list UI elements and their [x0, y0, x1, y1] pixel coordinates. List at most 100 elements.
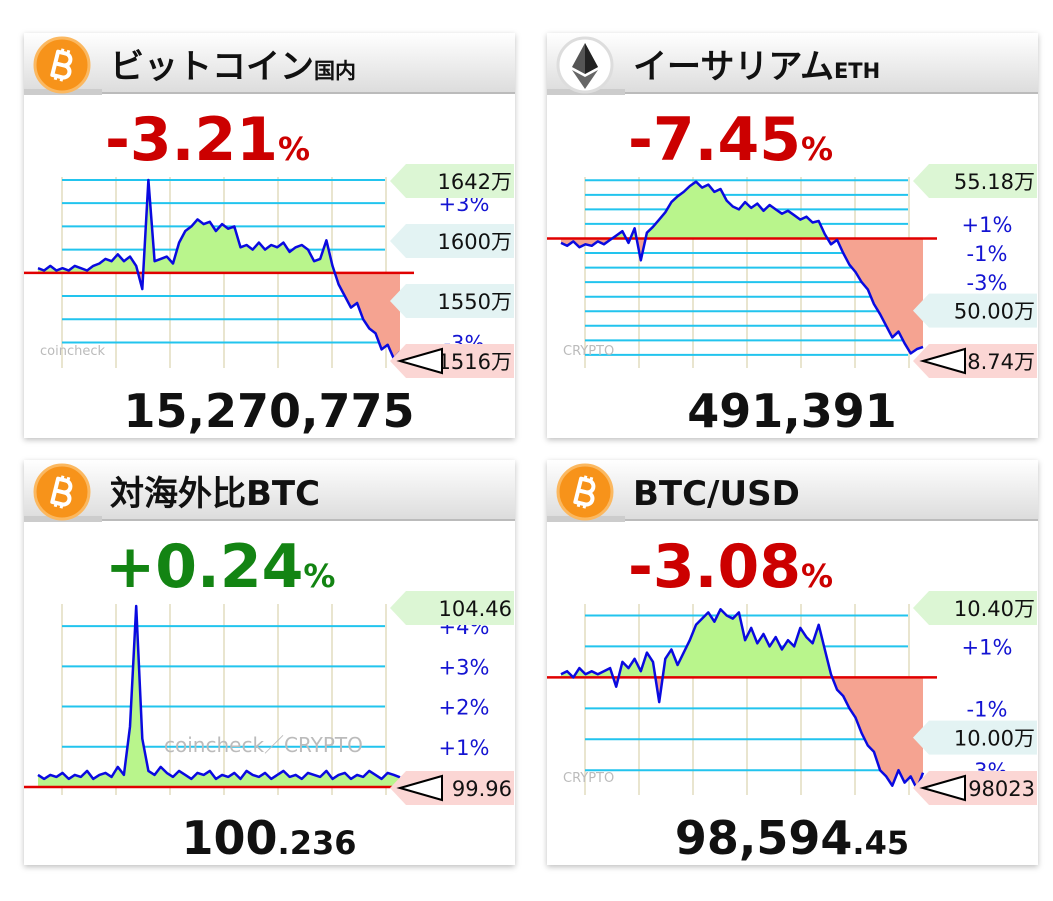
- price-main: 15,270,775: [123, 384, 414, 438]
- price-tag: 48.74万: [954, 350, 1035, 374]
- change-unit: %: [303, 557, 335, 595]
- change-unit: %: [801, 130, 833, 168]
- price-tag: 1642万: [438, 170, 512, 194]
- y-tick-label: -1%: [967, 242, 1008, 266]
- panel-title: ビットコイン国内: [110, 47, 356, 87]
- change-value: -3.08: [628, 532, 801, 602]
- price: 15,270,775: [123, 384, 414, 438]
- area-down: [138, 272, 400, 359]
- price-tag: 104.46: [439, 597, 512, 621]
- current-pointer: [396, 774, 443, 802]
- price: 491,391: [687, 384, 897, 438]
- bitcoin-glyph: [50, 48, 73, 82]
- price-tag-bg: [913, 293, 1037, 328]
- title-main: 対海外比BTC: [110, 474, 320, 514]
- price-tag: 10.40万: [954, 597, 1035, 621]
- panel-title: BTC/USD: [633, 474, 800, 514]
- change: -3.21%: [105, 105, 310, 175]
- bitcoin-glyph-b: [50, 49, 73, 80]
- price-tag: 55.18万: [954, 170, 1035, 194]
- price: 98,594.45: [675, 811, 909, 865]
- price-tag: 50.00万: [954, 300, 1035, 324]
- bitcoin-glyph-bars: [53, 475, 71, 509]
- change-unit: %: [801, 557, 833, 595]
- bitcoin-glyph-bars: [53, 48, 71, 82]
- watermark: CRYPTO: [563, 344, 614, 359]
- y-tick-label: +1%: [439, 736, 490, 760]
- price-line: [560, 180, 924, 355]
- price-tag-bg: [913, 344, 1037, 378]
- area-down: [561, 238, 923, 354]
- price-tag: 98023: [968, 777, 1035, 801]
- price-fraction: .236: [278, 824, 357, 862]
- y-tick-label: +1%: [962, 635, 1013, 659]
- price-main: 100: [182, 811, 278, 865]
- price-tag-bg: [390, 344, 514, 378]
- panel: ビットコイン国内-3.21%+3%-1%-3%coincheck1642万160…: [24, 33, 515, 438]
- change-value: -7.45: [628, 105, 801, 175]
- price-tag-bg: [913, 591, 1037, 625]
- price-tag-bg: [390, 224, 514, 258]
- price-tag-bg: [913, 164, 1037, 198]
- price-main: 98,594: [675, 811, 853, 865]
- title-suffix: 国内: [314, 59, 356, 83]
- change: -3.08%: [628, 532, 833, 602]
- bitcoin-glyph-b: [573, 476, 596, 507]
- panel-title: イーサリアムETH: [633, 47, 880, 87]
- price-tag-bg: [390, 771, 514, 805]
- price-tag: 99.96: [452, 777, 512, 801]
- bitcoin-glyph: [573, 475, 596, 509]
- y-tick-label: +2%: [439, 696, 490, 720]
- area-up: [561, 609, 833, 678]
- watermark: CRYPTO: [563, 771, 614, 786]
- area-up: [38, 180, 400, 273]
- panel: BTC/USD-3.08%+1%-1%-2%-3%CRYPTO10.40万10.…: [547, 460, 1038, 865]
- price-tag-bg: [913, 771, 1037, 805]
- y-tick-label: +3%: [439, 655, 490, 679]
- panel-title: 対海外比BTC: [110, 474, 320, 514]
- panel-header: [24, 33, 515, 93]
- title-suffix: ETH: [834, 59, 880, 83]
- price-line: [37, 604, 401, 781]
- panel-header: [547, 33, 1038, 93]
- change: -7.45%: [628, 105, 833, 175]
- price-tag-bg: [390, 591, 514, 625]
- price-fraction: .45: [852, 824, 909, 862]
- current-pointer: [919, 347, 966, 375]
- price-tag-bg: [913, 720, 1037, 755]
- panel-header: [24, 460, 515, 520]
- price-main: 491,391: [687, 384, 897, 438]
- price-tag: 10.00万: [954, 727, 1035, 751]
- panel-header: [547, 460, 1038, 520]
- price-line: [560, 608, 925, 791]
- panel: イーサリアムETH-7.45%+1%-1%-3%-5%CRYPTO55.18万5…: [547, 33, 1038, 438]
- bitcoin-glyph-b: [50, 476, 73, 507]
- panel: 対海外比BTC+0.24%+4%+3%+2%+1%coincheck／CRYPT…: [24, 460, 515, 865]
- watermark: coincheck: [40, 344, 105, 359]
- ethereum-bottom: [572, 70, 598, 89]
- change: +0.24%: [105, 532, 335, 602]
- area-down: [561, 677, 923, 789]
- change-value: -3.21: [105, 105, 278, 175]
- change-unit: %: [278, 130, 310, 168]
- current-pointer: [919, 774, 966, 802]
- current-pointer: [396, 347, 443, 375]
- change-value: +0.24: [105, 532, 303, 602]
- price-tag-bg: [390, 164, 514, 198]
- price-line: [37, 178, 401, 360]
- title-main: イーサリアム: [633, 47, 834, 87]
- title-main: BTC/USD: [633, 474, 800, 514]
- y-tick-label: -1%: [967, 697, 1008, 721]
- watermark: coincheck／CRYPTO: [164, 733, 363, 757]
- title-main: ビットコイン: [110, 47, 314, 87]
- y-tick-label: -3%: [967, 271, 1008, 295]
- price-tag: 1550万: [438, 290, 512, 314]
- ethereum-top-right: [585, 43, 598, 74]
- y-tick-label: +1%: [962, 213, 1013, 237]
- area-up: [561, 181, 923, 239]
- bitcoin-glyph-bars: [576, 475, 594, 509]
- price-tag: 1516万: [438, 350, 512, 374]
- price: 100.236: [182, 811, 357, 865]
